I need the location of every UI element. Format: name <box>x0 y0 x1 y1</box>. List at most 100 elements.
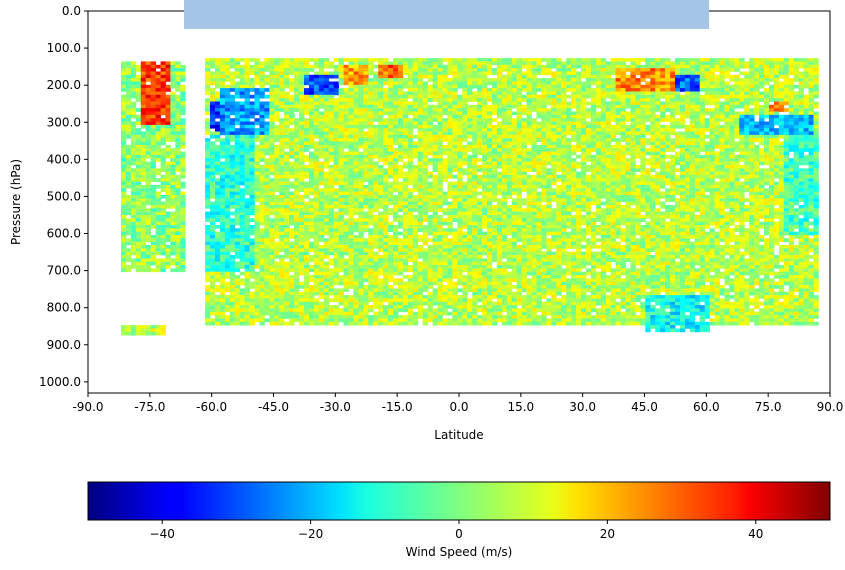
heatmap-cell <box>338 278 344 283</box>
heatmap-cell <box>318 271 325 276</box>
heatmap-cell <box>318 134 325 139</box>
heatmap-cell <box>279 295 285 299</box>
heatmap-cell <box>323 164 330 169</box>
heatmap-cell <box>299 248 305 253</box>
heatmap-cell <box>422 128 428 132</box>
heatmap-cell <box>130 111 137 116</box>
heatmap-cell <box>264 148 270 152</box>
heatmap-cell <box>294 121 300 126</box>
heatmap-cell <box>328 238 334 242</box>
heatmap-cell <box>205 131 211 136</box>
heatmap-cell <box>442 81 448 86</box>
heatmap-cell <box>165 138 171 142</box>
heatmap-cell <box>224 164 231 169</box>
heatmap-cell <box>239 68 245 72</box>
heatmap-cell <box>309 301 315 306</box>
heatmap-cell <box>215 131 221 136</box>
heatmap-cell <box>402 84 409 89</box>
heatmap-cell <box>150 151 156 156</box>
heatmap-cell <box>437 228 443 232</box>
heatmap-cell <box>398 261 404 266</box>
heatmap-cell <box>289 195 295 199</box>
heatmap-cell <box>383 161 389 166</box>
heatmap-cell <box>180 255 186 259</box>
heatmap-cell <box>239 238 245 242</box>
heatmap-cell <box>402 221 409 226</box>
heatmap-cell <box>210 104 216 109</box>
heatmap-cell <box>318 251 325 256</box>
heatmap-cell <box>398 78 404 82</box>
heatmap-cell <box>378 158 384 162</box>
heatmap-cell <box>125 221 132 226</box>
heatmap-cell <box>388 258 394 263</box>
heatmap-cell <box>175 84 181 89</box>
heatmap-cell <box>239 144 245 149</box>
heatmap-cell <box>215 251 221 256</box>
heatmap-cell <box>462 128 468 132</box>
heatmap-cell <box>304 111 310 116</box>
heatmap-cell <box>249 154 255 159</box>
heatmap-cell <box>284 281 290 286</box>
heatmap-cell <box>274 275 280 279</box>
heatmap-cell <box>407 211 414 216</box>
heatmap-cell <box>299 94 305 99</box>
heatmap-cell <box>462 161 468 166</box>
heatmap-cell <box>383 295 389 299</box>
heatmap-cell <box>130 174 137 179</box>
heatmap-cell <box>477 118 483 122</box>
heatmap-cell <box>407 295 414 299</box>
heatmap-cell <box>294 311 300 316</box>
heatmap-cell <box>393 161 399 166</box>
heatmap-cell <box>417 288 424 293</box>
heatmap-cell <box>462 225 468 229</box>
heatmap-cell <box>244 84 250 89</box>
heatmap-cell <box>373 88 379 92</box>
heatmap-cell <box>239 218 245 222</box>
heatmap-cell <box>398 98 404 102</box>
heatmap-cell <box>130 235 137 239</box>
heatmap-cell <box>422 114 428 119</box>
heatmap-cell <box>373 71 379 76</box>
heatmap-cell <box>437 218 443 222</box>
heatmap-cell <box>254 121 260 126</box>
heatmap-cell <box>239 208 245 212</box>
heatmap-cell <box>145 208 151 212</box>
heatmap-cell <box>368 78 374 82</box>
heatmap-cell <box>393 308 399 313</box>
heatmap-cell <box>145 61 151 66</box>
heatmap-cell <box>264 288 270 293</box>
heatmap-cell <box>457 64 463 69</box>
heatmap-cell <box>447 271 453 276</box>
heatmap-cell <box>422 161 428 166</box>
heatmap-cell <box>155 228 161 232</box>
heatmap-cell <box>472 188 478 192</box>
heatmap-cell <box>442 64 448 69</box>
heatmap-cell <box>417 118 424 122</box>
heatmap-cell <box>309 114 315 119</box>
heatmap-cell <box>135 205 142 209</box>
heatmap-cell <box>249 321 255 326</box>
heatmap-cell <box>309 84 315 89</box>
heatmap-cell <box>338 81 344 86</box>
heatmap-cell <box>279 144 285 149</box>
heatmap-cell <box>239 191 245 196</box>
heatmap-cell <box>412 164 419 169</box>
heatmap-cell <box>348 228 354 232</box>
heatmap-cell <box>234 211 241 216</box>
heatmap-cell <box>234 218 241 222</box>
heatmap-cell <box>383 74 389 79</box>
heatmap-cell <box>363 61 369 66</box>
heatmap-cell <box>343 88 349 92</box>
heatmap-cell <box>432 211 438 216</box>
heatmap-cell <box>457 188 463 192</box>
heatmap-cell <box>304 281 310 286</box>
heatmap-cell <box>264 108 270 112</box>
heatmap-cell <box>313 131 320 136</box>
heatmap-cell <box>407 291 414 296</box>
heatmap-cell <box>333 201 339 206</box>
heatmap-cell <box>467 111 473 116</box>
heatmap-cell <box>482 178 488 182</box>
heatmap-cell <box>427 285 433 289</box>
heatmap-cell <box>215 104 221 109</box>
heatmap-cell <box>432 161 438 166</box>
